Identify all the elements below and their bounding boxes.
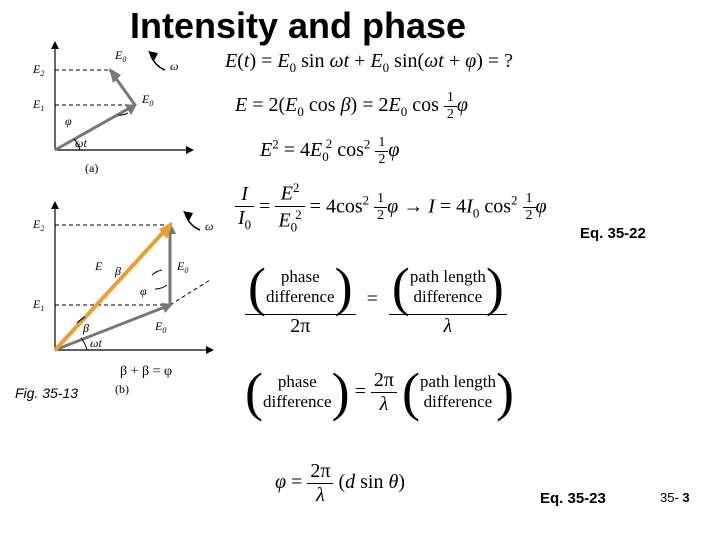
eq-label-23: Eq. 35-23 xyxy=(540,490,606,507)
svg-text:E2: E2 xyxy=(32,62,44,78)
phasor-diagram-a: E2 E1 E0 E0 φ ωt ω (a) xyxy=(15,35,210,180)
svg-text:φ: φ xyxy=(140,284,147,298)
svg-text:ω: ω xyxy=(170,59,178,73)
equation-4: II0 = E2E02 = 4cos2 12φ → I = 4I0 cos2 1… xyxy=(235,180,547,235)
svg-text:E0: E0 xyxy=(154,319,166,335)
svg-text:ω: ω xyxy=(205,219,213,233)
svg-text:E0: E0 xyxy=(114,48,126,64)
svg-text:E0: E0 xyxy=(141,92,153,108)
svg-text:E1: E1 xyxy=(32,297,44,313)
equation-7: φ = 2πλ (d sin θ) xyxy=(275,460,405,507)
eq-label-22: Eq. 35-22 xyxy=(580,225,646,242)
svg-text:E2: E2 xyxy=(32,217,44,233)
svg-text:ωt: ωt xyxy=(75,136,87,150)
svg-text:(b): (b) xyxy=(115,382,129,395)
svg-text:(a): (a) xyxy=(85,161,98,175)
svg-text:E0: E0 xyxy=(176,259,188,275)
svg-text:β: β xyxy=(114,264,121,278)
equation-2: E = 2(E0 cos β) = 2E0 cos 12φ xyxy=(235,90,468,123)
svg-text:β: β xyxy=(82,321,89,335)
equation-3: E2 = 4E02 cos2 12φ xyxy=(260,135,399,168)
equation-5: (phasedifference) 2π = (path lengthdiffe… xyxy=(245,260,507,338)
figure-label: Fig. 35-13 xyxy=(15,385,78,401)
svg-text:E1: E1 xyxy=(32,97,44,113)
phasor-diagram-b: E2 E1 E E0 E0 β φ β ωt ω β + β = φ (b) xyxy=(15,195,225,395)
equation-1: E(t) = E0 sin ωt + E0 sin(ωt + φ) = ? xyxy=(225,50,513,76)
svg-text:ωt: ωt xyxy=(90,336,102,350)
svg-text:E: E xyxy=(94,259,103,273)
svg-text:β + β = φ: β + β = φ xyxy=(120,364,172,379)
page-number: 35- 3 xyxy=(660,490,690,505)
svg-text:φ: φ xyxy=(65,114,72,128)
equation-6: (phasedifference) = 2πλ (path lengthdiff… xyxy=(245,365,514,419)
